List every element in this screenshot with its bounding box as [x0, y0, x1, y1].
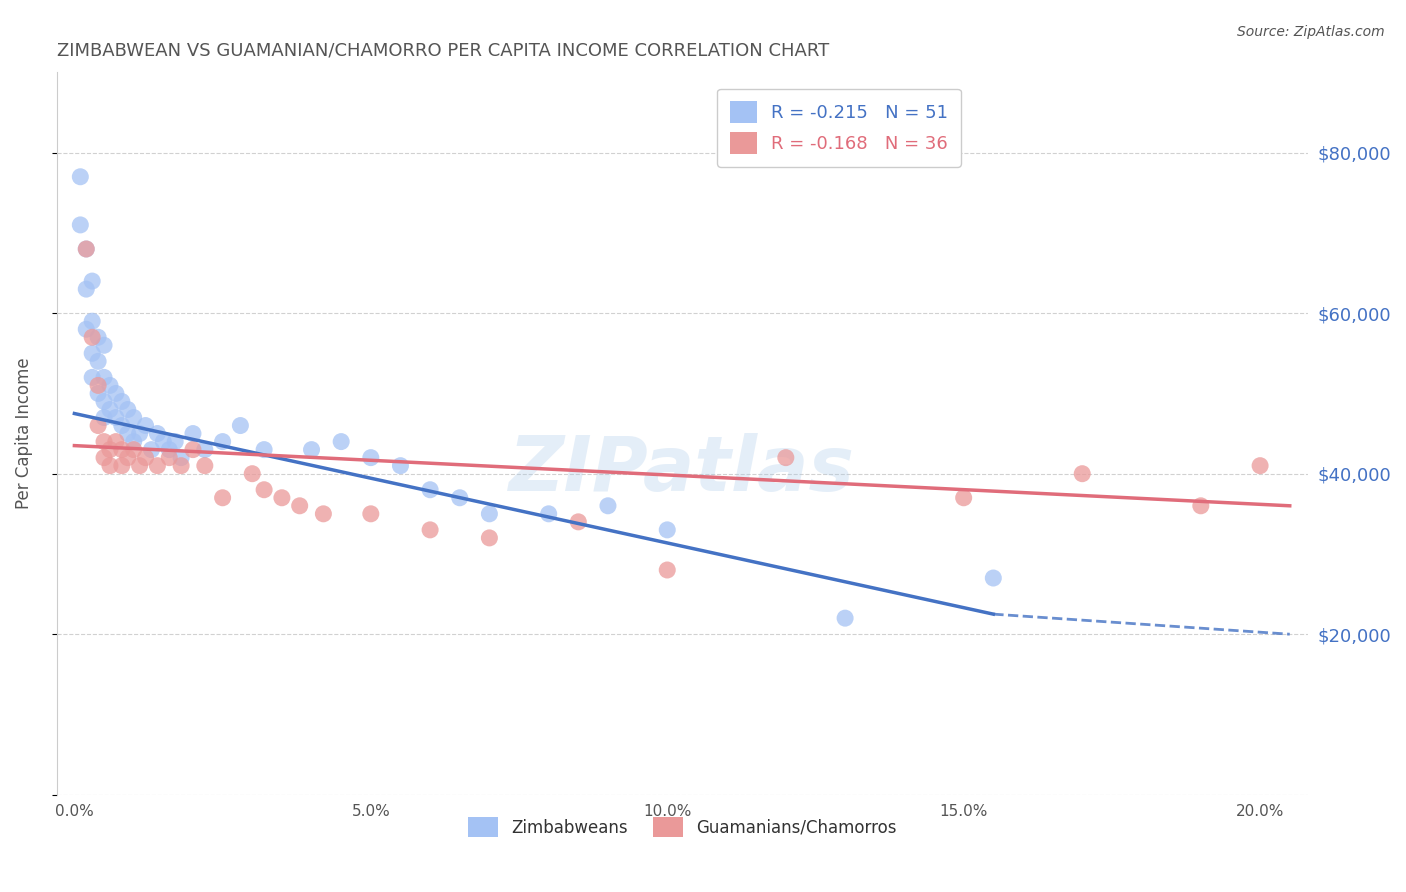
Point [93, 434, 115, 449]
Point [111, 418, 134, 433]
Point [117, 402, 139, 417]
Point [834, 611, 856, 625]
Point [253, 442, 276, 457]
Point [211, 491, 233, 505]
Y-axis label: Per Capita Income: Per Capita Income [15, 358, 32, 509]
Point [146, 458, 169, 473]
Point [75, 282, 97, 296]
Point [152, 434, 174, 449]
Point [82, 346, 104, 360]
Point [389, 458, 412, 473]
Point [111, 458, 134, 473]
Point [82, 274, 104, 288]
Point [157, 442, 180, 457]
Point [312, 507, 335, 521]
Point [478, 507, 501, 521]
Point [170, 450, 193, 465]
Point [122, 442, 145, 457]
Point [419, 483, 441, 497]
Point [75, 242, 97, 256]
Point [87, 386, 110, 401]
Point [75, 322, 97, 336]
Point [229, 418, 252, 433]
Point [82, 314, 104, 328]
Point [478, 531, 501, 545]
Point [104, 386, 127, 401]
Point [128, 458, 150, 473]
Point [104, 434, 127, 449]
Point [75, 242, 97, 256]
Point [537, 507, 560, 521]
Point [82, 330, 104, 344]
Point [596, 499, 619, 513]
Point [87, 354, 110, 368]
Text: ZIPatlas: ZIPatlas [509, 433, 855, 507]
Point [135, 418, 157, 433]
Point [104, 410, 127, 425]
Point [135, 450, 157, 465]
Point [157, 450, 180, 465]
Point [194, 458, 217, 473]
Point [1189, 499, 1212, 513]
Point [657, 563, 679, 577]
Point [288, 499, 311, 513]
Point [419, 523, 441, 537]
Point [122, 434, 145, 449]
Text: Source: ZipAtlas.com: Source: ZipAtlas.com [1237, 25, 1385, 39]
Point [449, 491, 471, 505]
Point [93, 394, 115, 409]
Point [98, 378, 121, 392]
Point [567, 515, 589, 529]
Point [122, 410, 145, 425]
Point [98, 402, 121, 417]
Point [253, 483, 276, 497]
Point [93, 410, 115, 425]
Point [111, 442, 134, 457]
Point [117, 450, 139, 465]
Point [141, 442, 163, 457]
Point [775, 450, 797, 465]
Point [98, 458, 121, 473]
Point [111, 394, 134, 409]
Point [194, 442, 217, 457]
Point [93, 370, 115, 384]
Legend: Zimbabweans, Guamanians/Chamorros: Zimbabweans, Guamanians/Chamorros [461, 811, 903, 844]
Point [69, 218, 91, 232]
Point [981, 571, 1004, 585]
Point [87, 378, 110, 392]
Point [93, 338, 115, 352]
Point [69, 169, 91, 184]
Point [952, 491, 974, 505]
Point [1249, 458, 1271, 473]
Point [181, 442, 204, 457]
Point [87, 418, 110, 433]
Point [1071, 467, 1094, 481]
Point [330, 434, 353, 449]
Point [165, 434, 187, 449]
Point [270, 491, 292, 505]
Point [98, 442, 121, 457]
Point [360, 450, 382, 465]
Text: ZIMBABWEAN VS GUAMANIAN/CHAMORRO PER CAPITA INCOME CORRELATION CHART: ZIMBABWEAN VS GUAMANIAN/CHAMORRO PER CAP… [56, 42, 830, 60]
Point [87, 330, 110, 344]
Point [170, 458, 193, 473]
Point [181, 426, 204, 441]
Point [82, 370, 104, 384]
Point [146, 426, 169, 441]
Point [657, 523, 679, 537]
Point [117, 426, 139, 441]
Point [301, 442, 323, 457]
Point [128, 426, 150, 441]
Point [360, 507, 382, 521]
Point [240, 467, 263, 481]
Point [93, 450, 115, 465]
Point [211, 434, 233, 449]
